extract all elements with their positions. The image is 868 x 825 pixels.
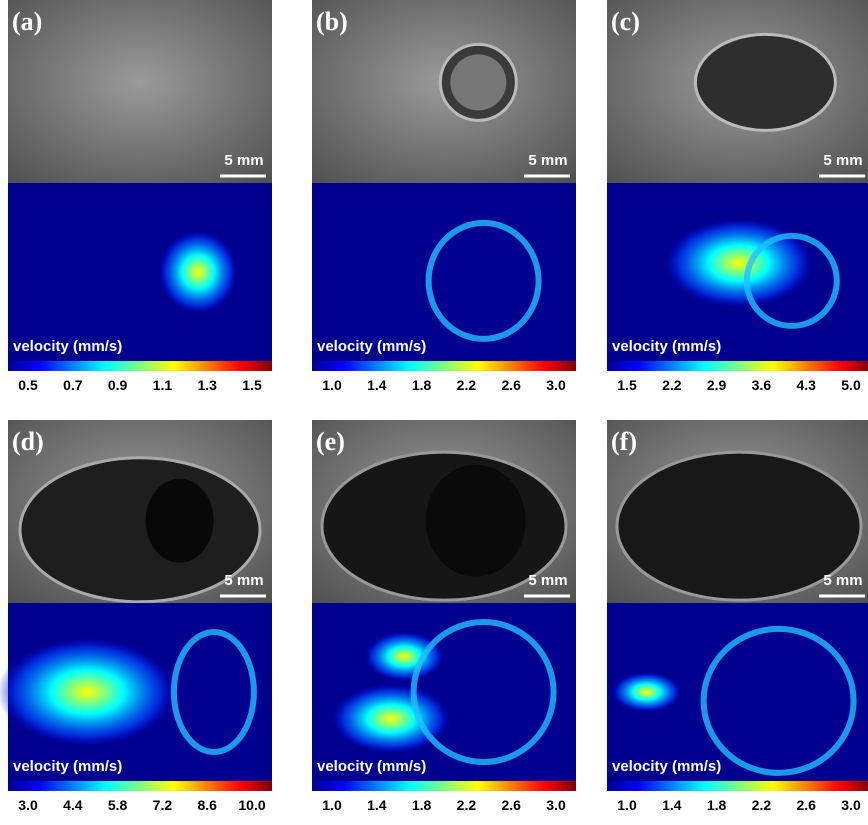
colorbar-tick-label: 3.0: [841, 797, 861, 813]
colorbar-tick-label: 1.4: [367, 377, 387, 393]
panel: (a) 5 mm velocity (mm/s) 0.5 0.7 0.9 1.1 1.3 1.5: [8, 0, 272, 393]
colorbar: [8, 361, 272, 371]
colorbar-tick-label: 1.1: [153, 377, 173, 393]
colorbar-tick-label: 1.8: [412, 797, 432, 813]
velocity-blob: [158, 230, 238, 314]
colorbar-tick-label: 3.0: [18, 797, 38, 813]
colorbar-tick-label: 1.8: [412, 377, 432, 393]
velocity-blob: [364, 631, 444, 681]
colorbar-tick-label: 2.6: [501, 377, 521, 393]
colorbar-tick-label: 1.0: [322, 797, 342, 813]
velocity-label: velocity (mm/s): [612, 338, 721, 355]
colorbar: [8, 781, 272, 791]
panel-label: (e): [316, 427, 345, 456]
velocity-label: velocity (mm/s): [317, 338, 426, 355]
figure: (a) 5 mm velocity (mm/s) 0.5 0.7 0.9 1.1 1.3 1.5…: [0, 0, 868, 825]
colorbar-tick-label: 2.9: [707, 377, 727, 393]
colorbar-tick-label: 2.2: [457, 797, 477, 813]
velocity-label: velocity (mm/s): [612, 758, 721, 775]
velocity-label: velocity (mm/s): [317, 758, 426, 775]
scale-label: 5 mm: [224, 572, 263, 589]
colorbar: [607, 781, 868, 791]
panel: (d) 5 mm velocity (mm/s) 3.0 4.4 5.8 7.2 8.6 10.…: [0, 420, 272, 813]
velocity-blob: [664, 218, 814, 308]
colorbar-tick-label: 4.3: [796, 377, 816, 393]
velocity-blob: [0, 637, 177, 747]
colorbar-tick-label: 4.4: [63, 797, 83, 813]
panel-label: (f): [611, 427, 637, 456]
photo-feature: [450, 54, 506, 110]
colorbar-tick-label: 1.3: [197, 377, 217, 393]
colorbar-tick-label: 5.8: [108, 797, 128, 813]
colorbar: [607, 361, 868, 371]
photo-feature: [695, 34, 835, 130]
colorbar-tick-label: 0.5: [18, 377, 38, 393]
colorbar-tick-label: 2.6: [796, 797, 816, 813]
colorbar: [312, 781, 576, 791]
colorbar-tick-label: 1.0: [322, 377, 342, 393]
panel-label: (c): [611, 7, 640, 36]
colorbar-tick-label: 0.9: [108, 377, 128, 393]
scale-label: 5 mm: [528, 152, 567, 169]
colorbar-tick-label: 1.0: [617, 797, 637, 813]
colorbar-tick-label: 3.0: [546, 797, 566, 813]
colorbar-tick-label: 1.4: [367, 797, 387, 813]
velocity-label: velocity (mm/s): [13, 338, 122, 355]
colorbar-tick-label: 1.8: [707, 797, 727, 813]
colorbar-tick-label: 3.0: [546, 377, 566, 393]
colorbar-tick-label: 5.0: [841, 377, 861, 393]
panel: (e) 5 mm velocity (mm/s) 1.0 1.4 1.8 2.2 2.6 3.0: [312, 420, 576, 813]
velocity-blob: [612, 672, 682, 712]
colorbar-tick-label: 7.2: [153, 797, 173, 813]
colorbar-tick-label: 0.7: [63, 377, 83, 393]
scale-label: 5 mm: [823, 572, 862, 589]
velocity-map: [312, 603, 576, 781]
colorbar-tick-label: 1.5: [242, 377, 262, 393]
colorbar-tick-label: 2.6: [501, 797, 521, 813]
velocity-label: velocity (mm/s): [13, 758, 122, 775]
colorbar-tick-label: 10.0: [238, 797, 265, 813]
panel-label: (a): [12, 7, 42, 36]
scale-label: 5 mm: [528, 572, 567, 589]
panel-label: (b): [316, 7, 348, 36]
panel-label: (d): [12, 427, 44, 456]
panel: (c) 5 mm velocity (mm/s) 1.5 2.2 2.9 3.6 4.3 5.0: [607, 0, 868, 393]
colorbar-tick-label: 1.5: [617, 377, 637, 393]
colorbar-tick-label: 2.2: [457, 377, 477, 393]
colorbar-tick-label: 2.2: [662, 377, 682, 393]
colorbar-tick-label: 1.4: [662, 797, 682, 813]
colorbar-tick-label: 3.6: [752, 377, 772, 393]
colorbar: [312, 361, 576, 371]
scale-label: 5 mm: [823, 152, 862, 169]
colorbar-tick-label: 2.2: [752, 797, 772, 813]
colorbar-tick-label: 8.6: [197, 797, 217, 813]
scale-label: 5 mm: [224, 152, 263, 169]
panel: (f) 5 mm velocity (mm/s) 1.0 1.4 1.8 2.2 2.6 3.0: [607, 420, 868, 813]
photo-feature: [146, 479, 214, 563]
photo-feature: [426, 465, 526, 577]
panel: (b) 5 mm velocity (mm/s) 1.0 1.4 1.8 2.2 2.6 3.0: [312, 0, 576, 393]
